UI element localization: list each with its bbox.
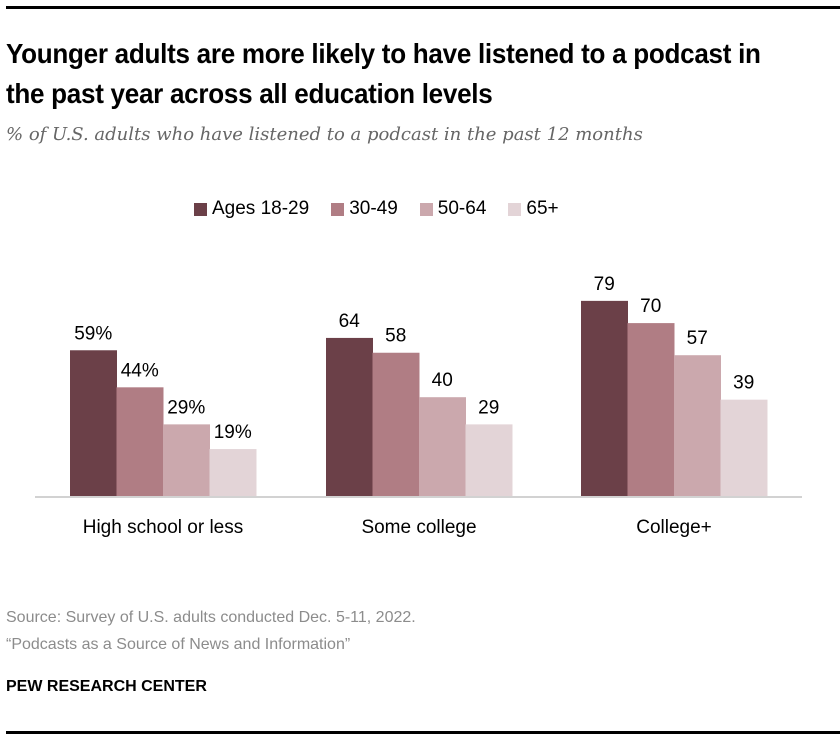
bar-chart: 59% 44% 29% 19% High school or less 64 58 40 29 S…: [35, 274, 802, 538]
category-label: Some college: [361, 517, 476, 538]
data-label: 79: [594, 274, 615, 295]
bar-50-64-some-college: [419, 397, 466, 496]
legend-label: 65+: [526, 198, 559, 219]
data-label: 58: [385, 326, 406, 347]
bar-50-64-college-: [674, 355, 721, 496]
bottom-rule: [6, 731, 840, 734]
category-label: High school or less: [83, 517, 244, 538]
source-note: Source: Survey of U.S. adults conducted …: [6, 604, 416, 658]
legend-swatch: [331, 202, 345, 216]
data-label: 29%: [167, 397, 205, 418]
bars-layer: [70, 300, 768, 496]
bar-ages-18-29-high-school-or-less: [70, 350, 117, 496]
bar-65--college-: [720, 399, 768, 496]
data-label: 70: [640, 296, 661, 317]
category-label: College+: [636, 517, 712, 538]
legend-swatch: [419, 202, 433, 216]
top-rule: [6, 6, 840, 9]
legend-label: Ages 18-29: [212, 198, 310, 219]
chart-title: Younger adults are more likely to have l…: [6, 38, 761, 109]
source-text: Source: Survey of U.S. adults conducted …: [6, 609, 416, 626]
legend-item-65-plus: 65+: [508, 198, 559, 220]
bar-30-49-high-school-or-less: [116, 387, 164, 496]
data-label: 40: [432, 370, 453, 391]
data-label: 19%: [214, 422, 252, 443]
report-title: “Podcasts as a Source of News and Inform…: [6, 636, 351, 653]
chart-subtitle: % of U.S. adults who have listened to a …: [6, 124, 643, 145]
legend-swatch: [508, 202, 522, 216]
pew-brand: PEW RESEARCH CENTER: [6, 678, 207, 695]
data-label: 29: [478, 397, 499, 418]
legend-label: 30-49: [349, 198, 398, 219]
bar-30-49-college-: [627, 323, 675, 496]
legend-swatch: [194, 202, 207, 216]
data-label: 39: [733, 373, 754, 394]
bar-65--high-school-or-less: [209, 449, 257, 496]
legend-label: 50-64: [437, 198, 487, 219]
legend-item-50-64: 50-64: [419, 198, 487, 220]
legend-item-18-29: Ages 18-29: [194, 198, 309, 220]
bar-ages-18-29-college-: [581, 300, 628, 496]
labels-layer: 59% 44% 29% 19% High school or less 64 58 40 29 S…: [74, 274, 754, 538]
bar-30-49-some-college: [372, 352, 420, 496]
legend: Ages 18-29 30-49 50-64 65+: [194, 198, 581, 220]
bar-50-64-high-school-or-less: [163, 424, 210, 496]
data-label: 64: [339, 311, 361, 332]
legend-item-30-49: 30-49: [331, 198, 398, 220]
data-label: 59%: [74, 323, 112, 344]
data-label: 57: [687, 328, 708, 349]
bar-65--some-college: [465, 424, 513, 496]
data-label: 44%: [121, 360, 159, 381]
bar-ages-18-29-some-college: [326, 337, 373, 496]
